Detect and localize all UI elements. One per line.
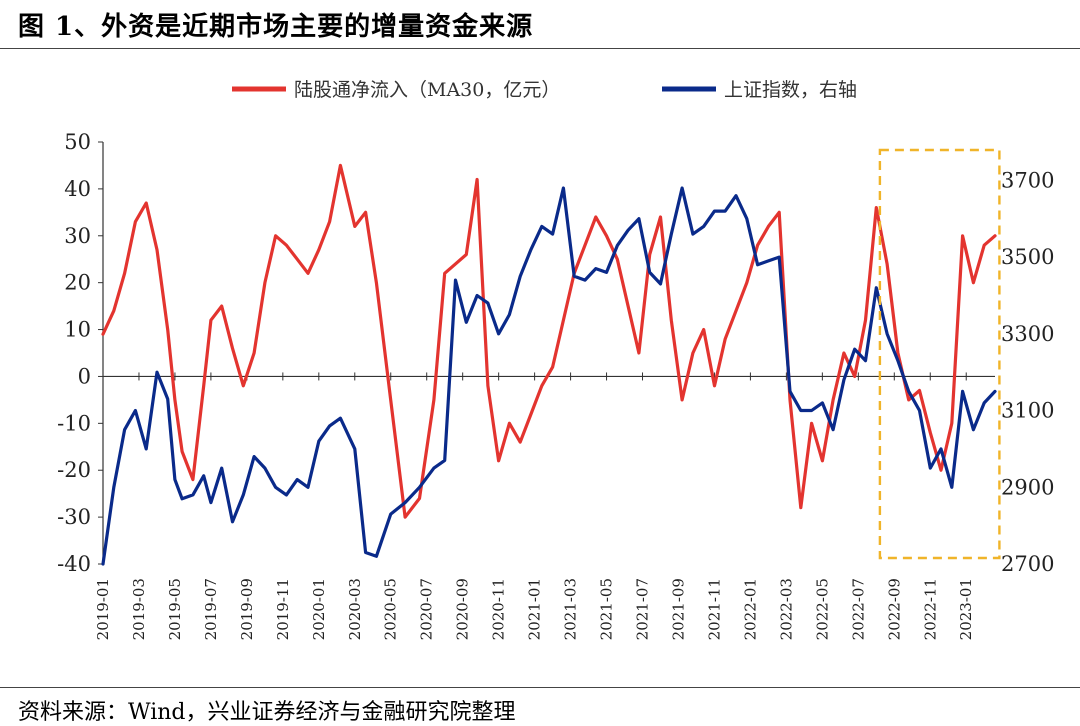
left-tick-label: 20 bbox=[64, 271, 91, 295]
left-tick-label: 40 bbox=[64, 177, 91, 201]
x-tick-label: 2020-01 bbox=[310, 578, 328, 640]
x-tick-label: 2021-03 bbox=[562, 578, 580, 640]
right-tick-label: 2900 bbox=[1001, 475, 1054, 499]
x-tick-label: 2021-05 bbox=[598, 578, 616, 640]
x-tick-label: 2019-11 bbox=[274, 578, 292, 640]
legend-label-red: 陆股通净流入（MA30，亿元） bbox=[294, 79, 560, 101]
series-line-shanghai-index bbox=[101, 186, 997, 566]
x-tick-label: 2020-09 bbox=[454, 578, 472, 640]
x-tick-label: 2019-09 bbox=[238, 578, 256, 640]
source-note: 资料来源：Wind，兴业证券经济与金融研究院整理 bbox=[18, 700, 516, 725]
x-tick-label: 2019-05 bbox=[166, 578, 184, 640]
legend-label-blue: 上证指数，右轴 bbox=[724, 79, 857, 101]
left-tick-label: 0 bbox=[78, 364, 91, 388]
left-tick-label: 30 bbox=[64, 224, 91, 248]
right-tick-label: 3100 bbox=[1001, 399, 1054, 423]
x-tick-label: 2020-05 bbox=[382, 578, 400, 640]
legend: 陆股通净流入（MA30，亿元） 上证指数，右轴 bbox=[232, 79, 857, 101]
chart: 陆股通净流入（MA30，亿元） 上证指数，右轴 50 40 30 20 10 0 -10 -2… bbox=[57, 79, 1054, 640]
x-tick-label: 2022-01 bbox=[741, 578, 759, 640]
right-tick-label: 2700 bbox=[1001, 552, 1054, 576]
x-tick-label: 2019-07 bbox=[202, 578, 220, 640]
x-tick-label: 2022-03 bbox=[777, 578, 795, 640]
x-tick-label: 2020-03 bbox=[346, 578, 364, 640]
bottom-rule bbox=[0, 687, 1080, 688]
highlight-box bbox=[878, 148, 1001, 560]
left-tick-label: -30 bbox=[57, 505, 91, 529]
x-tick-label: 2021-09 bbox=[669, 578, 687, 640]
left-tick-label: 10 bbox=[64, 318, 91, 342]
x-tick-label: 2019-01 bbox=[94, 578, 112, 640]
x-tick-label: 2021-07 bbox=[634, 578, 652, 640]
series-line-northbound-inflow bbox=[101, 163, 997, 519]
x-tick-label: 2020-11 bbox=[490, 578, 508, 640]
left-tick-label: -40 bbox=[57, 552, 91, 576]
figure-title: 图 1、外资是近期市场主要的增量资金来源 bbox=[18, 12, 534, 42]
top-rule bbox=[0, 48, 1080, 49]
right-tick-label: 3500 bbox=[1001, 245, 1054, 269]
x-tick-label: 2019-03 bbox=[130, 578, 148, 640]
right-tick-label: 3700 bbox=[1001, 168, 1054, 192]
left-tick-label: -20 bbox=[57, 458, 91, 482]
x-tick-label: 2021-11 bbox=[705, 578, 723, 640]
x-tick-label: 2022-05 bbox=[813, 578, 831, 640]
x-tick-label: 2020-07 bbox=[418, 578, 436, 640]
right-tick-label: 3300 bbox=[1001, 322, 1054, 346]
left-tick-label: -10 bbox=[57, 411, 91, 435]
x-tick-label: 2021-01 bbox=[526, 578, 544, 640]
left-tick-label: 50 bbox=[64, 130, 91, 154]
x-tick-label: 2022-07 bbox=[849, 578, 867, 640]
x-tick-label: 2022-09 bbox=[885, 578, 903, 640]
plot-area: 50 40 30 20 10 0 -10 -20 -30 -40 3700 3500 3300 3100 2… bbox=[57, 130, 1054, 640]
x-tick-label: 2023-01 bbox=[957, 578, 975, 640]
x-tick-label: 2022-11 bbox=[921, 578, 939, 640]
